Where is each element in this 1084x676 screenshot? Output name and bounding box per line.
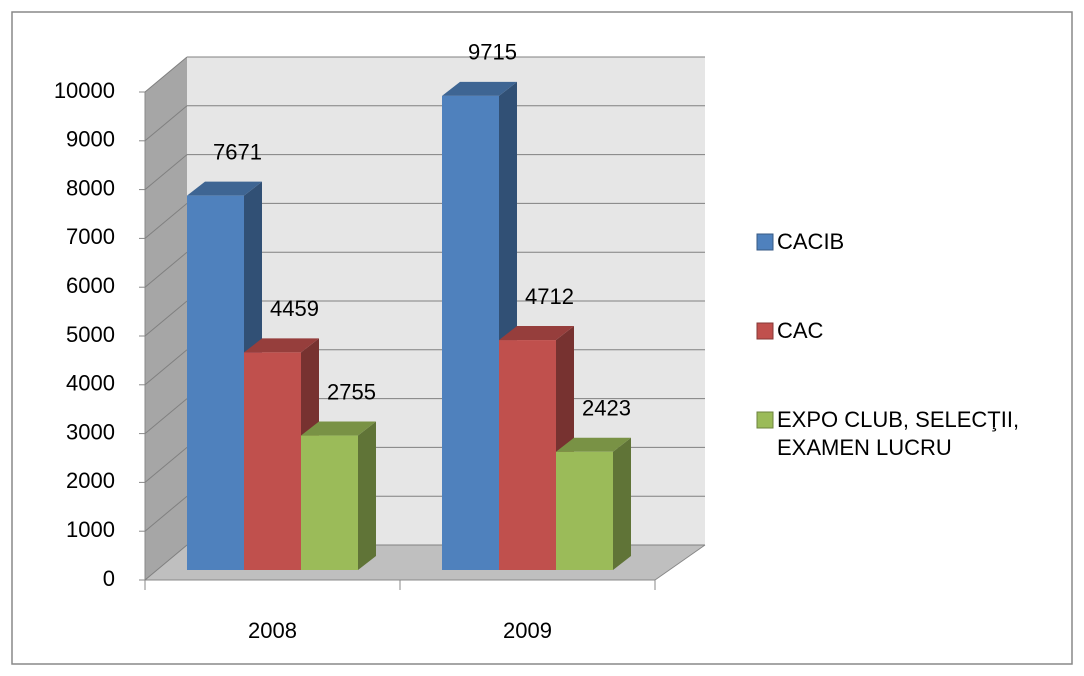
bar-side <box>358 421 376 570</box>
bar-top <box>556 437 631 452</box>
bar <box>442 95 499 571</box>
floor-edge <box>654 544 706 581</box>
y-tick-label: 2000 <box>66 468 115 493</box>
y-tick-label: 10000 <box>54 78 115 103</box>
grid-line-side <box>144 56 188 93</box>
data-label: 4712 <box>525 284 574 309</box>
bar <box>499 340 556 570</box>
x-tick-label: 2008 <box>248 618 297 643</box>
bar-top <box>442 81 517 96</box>
bar-top <box>187 181 262 196</box>
bar <box>556 451 613 570</box>
bar-side <box>613 437 631 570</box>
legend-label: CACIB <box>777 229 845 254</box>
grid-line-side <box>144 300 188 337</box>
bar <box>301 435 358 570</box>
grid-line-side <box>144 105 188 142</box>
legend-swatch <box>756 233 774 251</box>
bar-top <box>244 338 319 353</box>
data-label: 4459 <box>270 296 319 321</box>
y-tick-label: 6000 <box>66 273 115 298</box>
y-tick-label: 9000 <box>66 127 115 152</box>
grid-line-side <box>144 203 188 239</box>
grid-line-side <box>144 154 188 190</box>
x-tick-label: 2009 <box>503 618 552 643</box>
data-label: 9715 <box>468 40 517 65</box>
legend-swatch <box>756 322 774 340</box>
bar <box>244 352 301 570</box>
legend-label: EXPO CLUB, SELECŢII, EXAMEN LUCRU <box>777 407 1020 460</box>
grid-line-side <box>144 447 188 483</box>
y-tick-label: 5000 <box>66 322 115 347</box>
y-tick-label: 3000 <box>66 419 115 444</box>
grid-line-side <box>144 251 188 288</box>
y-tick-label: 0 <box>103 566 115 591</box>
legend-label: CAC <box>777 318 824 343</box>
y-tick-label: 8000 <box>66 175 115 200</box>
data-label: 2423 <box>582 396 631 421</box>
grid-line-side <box>144 544 188 581</box>
y-tick-label: 1000 <box>66 517 115 542</box>
data-label: 7671 <box>213 139 262 164</box>
legend-swatch <box>756 411 774 429</box>
grid-line-side <box>144 495 188 532</box>
grid-line-side <box>144 398 188 434</box>
y-tick-label: 7000 <box>66 224 115 249</box>
y-tick-label: 4000 <box>66 371 115 396</box>
bar-top <box>499 326 574 341</box>
bar <box>187 195 244 570</box>
grid-line-side <box>144 349 188 386</box>
bar-top <box>301 421 376 436</box>
data-label: 2755 <box>327 379 376 404</box>
